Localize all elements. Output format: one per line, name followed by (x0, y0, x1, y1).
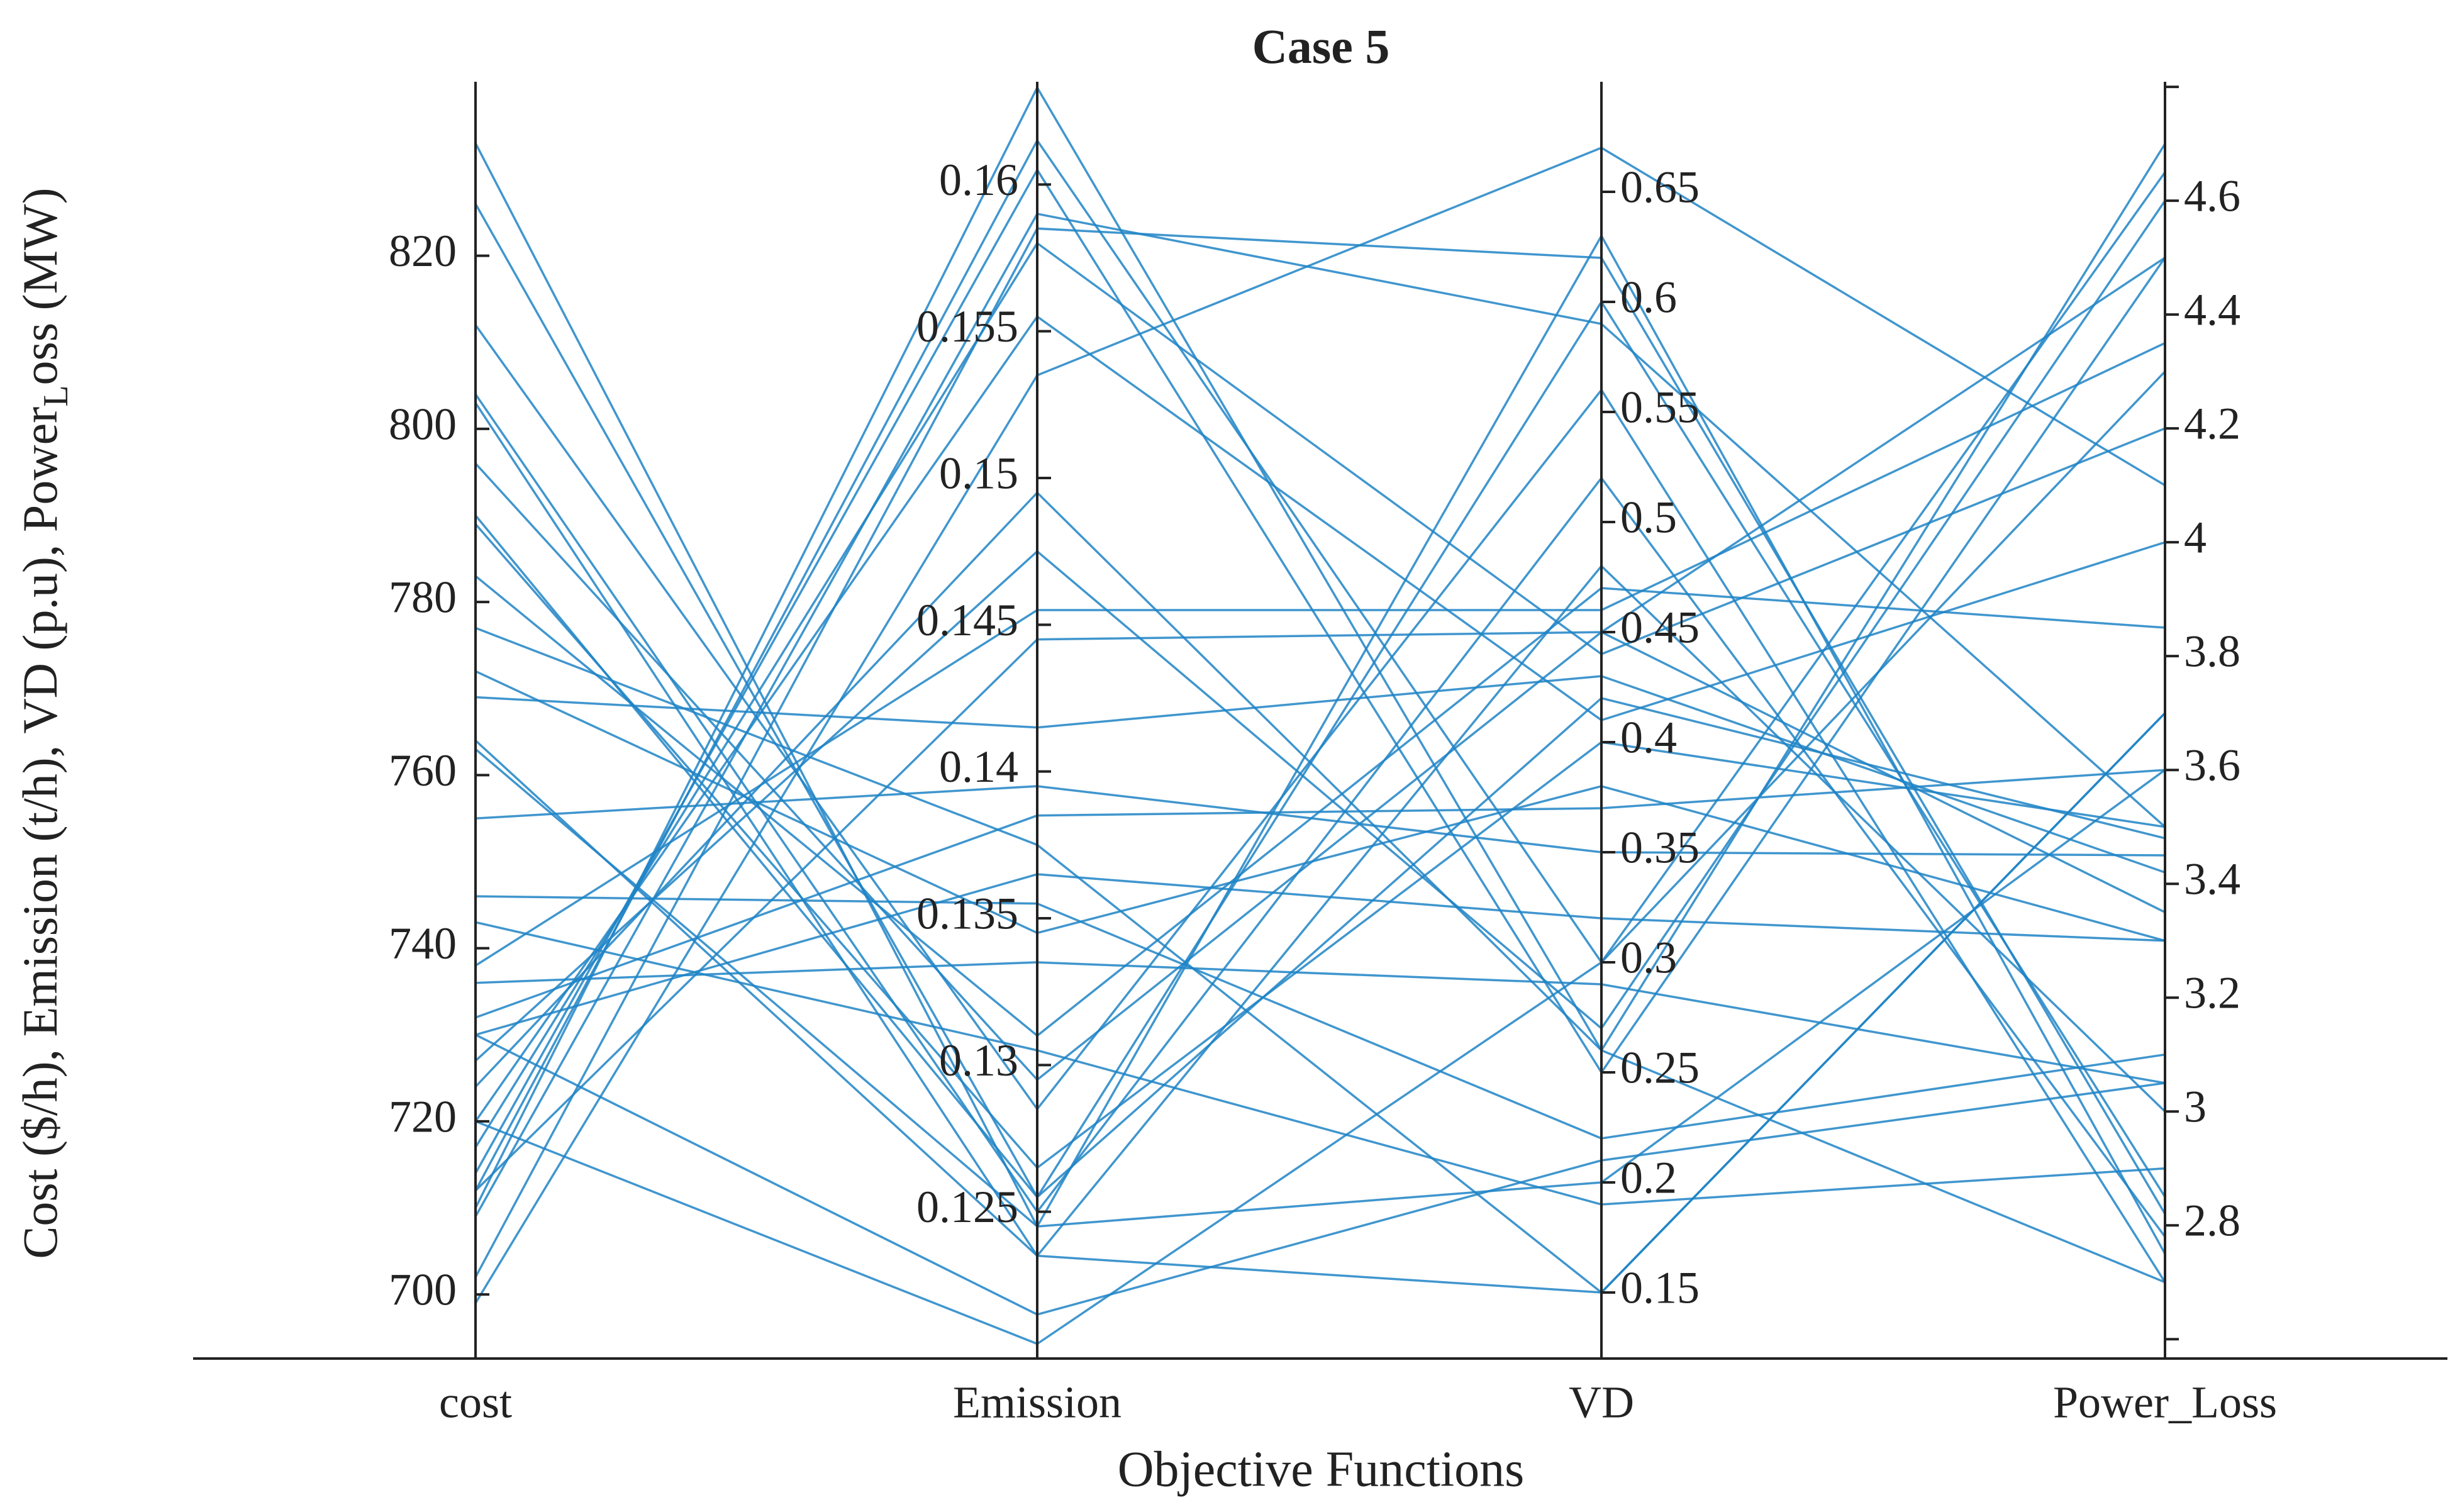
y-tick-label: 0.65 (1620, 162, 1700, 213)
data-line (474, 167, 2166, 1174)
data-line (475, 921, 2166, 1206)
chart-title: Case 5 (1252, 19, 1390, 74)
data-line (474, 200, 2166, 1062)
y-tick-label: 2.8 (2184, 1196, 2240, 1246)
y-tick-label: 0.5 (1620, 492, 1677, 543)
y-tick-label: 0.45 (1620, 603, 1700, 653)
data-line (475, 895, 2166, 1140)
data-line (475, 342, 2166, 967)
y-tick-label: 4 (2184, 513, 2207, 563)
data-line (474, 213, 2166, 1218)
y-label-part: oss (MW) (13, 187, 67, 385)
y-tick-label: 0.15 (939, 448, 1018, 499)
y-tick-label: 720 (389, 1091, 457, 1142)
y-tick-label: 0.14 (939, 742, 1018, 792)
data-line (474, 514, 2166, 1199)
y-tick-label: 0.145 (916, 595, 1018, 645)
data-line (474, 314, 2166, 1122)
data-line (474, 402, 2166, 1258)
data-line (474, 142, 2166, 1255)
data-line (474, 257, 2166, 1192)
data-line (474, 712, 2166, 1294)
y-tick-label: 760 (389, 745, 457, 796)
y-tick-label: 4.4 (2184, 285, 2240, 335)
data-line (474, 462, 2166, 1082)
y-tick-label: 0.3 (1620, 933, 1677, 983)
y-tick-label: 0.4 (1620, 713, 1677, 763)
y-tick-label: 0.125 (916, 1182, 1018, 1232)
data-line (474, 138, 2166, 1191)
y-label-part: Cost ($/h), Emission (t/h), VD (p.u), Po… (13, 407, 67, 1259)
y-tick-label: 740 (389, 918, 457, 969)
y-tick-label: 0.16 (939, 155, 1018, 205)
data-line (474, 143, 2166, 1088)
data-line (474, 523, 2166, 1170)
y-label-subscript: L (36, 386, 75, 407)
y-tick-label: 4.2 (2184, 399, 2240, 449)
y-tick-label: 0.13 (939, 1035, 1018, 1086)
x-tick-label: VD (1569, 1377, 1634, 1428)
data-line (474, 242, 2166, 1148)
y-tick-label: 700 (389, 1265, 457, 1315)
y-tick-label: 3.8 (2184, 626, 2240, 677)
data-line (475, 785, 2166, 857)
x-axis-label: Objective Functions (1118, 1442, 1525, 1497)
y-tick-label: 0.35 (1620, 823, 1700, 873)
x-tick-label: Emission (953, 1377, 1121, 1428)
data-line (475, 675, 2166, 874)
y-axis-label: Cost ($/h), Emission (t/h), VD (p.u), Po… (13, 187, 75, 1259)
y-tick-label: 4.6 (2184, 171, 2240, 221)
y-tick-label: 780 (389, 572, 457, 623)
data-line (475, 873, 2166, 1036)
data-line (474, 85, 2166, 1284)
x-tick-label: cost (439, 1377, 512, 1428)
data-line (475, 961, 2166, 1084)
y-tick-label: 800 (389, 399, 457, 449)
data-line (474, 748, 2166, 1228)
y-tick-label: 0.135 (916, 889, 1018, 939)
y-tick-label: 3.2 (2184, 968, 2240, 1018)
y-tick-label: 0.2 (1620, 1153, 1677, 1203)
y-tick-label: 0.25 (1620, 1043, 1700, 1093)
y-tick-label: 3.4 (2184, 854, 2240, 904)
y-tick-label: 3 (2184, 1082, 2207, 1132)
y-tick-label: 0.155 (916, 301, 1018, 352)
data-line (474, 147, 2166, 1304)
y-tick-label: 0.15 (1620, 1263, 1700, 1313)
data-line (475, 1033, 2166, 1316)
data-line (474, 227, 2166, 1278)
y-tick-label: 820 (389, 226, 457, 276)
x-tick-label: Power_Loss (2053, 1377, 2277, 1428)
y-tick-label: 0.55 (1620, 382, 1700, 433)
y-tick-label: 0.6 (1620, 272, 1677, 323)
data-line (475, 370, 2166, 1345)
y-tick-label: 3.6 (2184, 740, 2240, 791)
